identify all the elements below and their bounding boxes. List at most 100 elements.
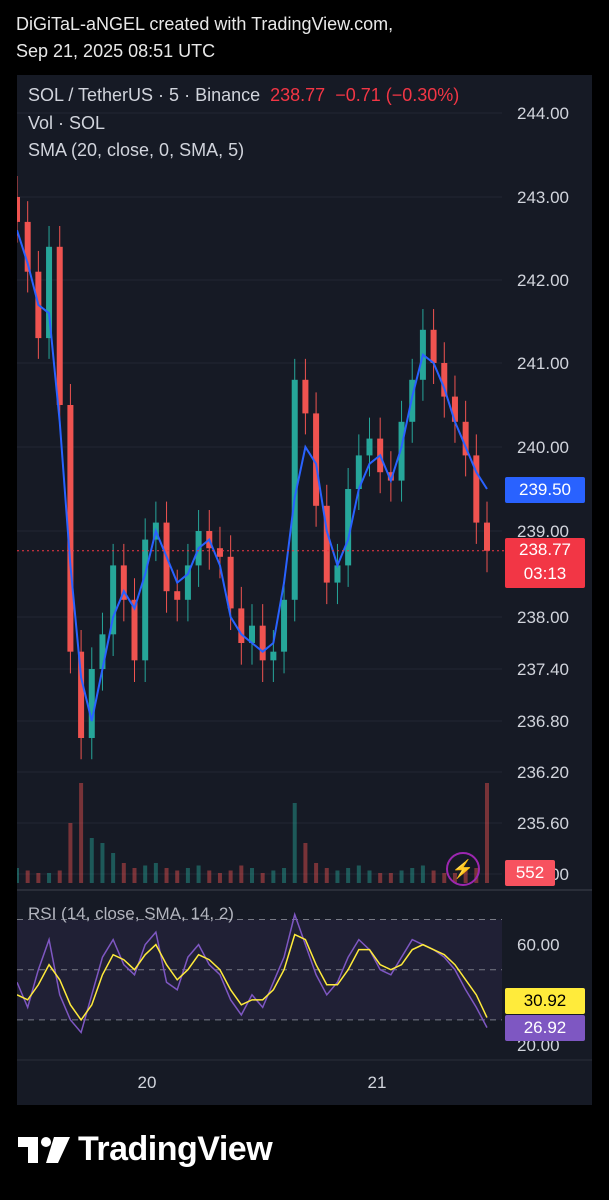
volume-bar: [410, 868, 415, 883]
candle-body: [387, 472, 394, 481]
volume-bar: [68, 823, 73, 883]
rsi-sma-tag: 30.92: [505, 988, 585, 1014]
volume-bar: [100, 843, 105, 883]
candle-body: [78, 651, 85, 738]
candle-body: [184, 565, 191, 600]
candle-body: [259, 625, 266, 661]
symbol-name[interactable]: SOL / TetherUS · 5 · Binance: [28, 85, 261, 105]
volume-bar: [196, 865, 201, 883]
price-tick-label: 238.00: [517, 608, 569, 627]
chart-panel[interactable]: 244.00 243.00 242.00 241.00 240.00 239.00 238.…: [17, 75, 592, 1105]
caption-timestamp: Sep 21, 2025 08:51 UTC: [16, 41, 216, 61]
candle-body: [484, 522, 490, 551]
rsi-tick-label: 60.00: [517, 936, 560, 955]
sma-legend[interactable]: SMA (20, close, 0, SMA, 5): [28, 140, 245, 160]
volume-bar: [57, 870, 62, 883]
candle-body: [110, 565, 117, 635]
volume-bar: [346, 868, 351, 883]
price-tick-label: 243.00: [517, 188, 569, 207]
volume-bar: [271, 870, 276, 883]
price-tick-label: 241.00: [517, 354, 569, 373]
volume-bar: [143, 865, 148, 883]
tradingview-logo-icon: [18, 1136, 70, 1163]
volume-bar: [185, 868, 190, 883]
volume-bar: [132, 868, 137, 883]
caption-author: DiGiTaL-aNGEL created with TradingView.c…: [16, 14, 394, 34]
candle-body: [366, 438, 373, 456]
price-tick-label: 240.00: [517, 438, 569, 457]
candle-body: [67, 405, 74, 652]
candle-body: [24, 221, 31, 272]
volume-bar: [303, 843, 308, 883]
candle-body: [398, 421, 405, 481]
volume-bar: [260, 873, 265, 883]
chart-canvas[interactable]: 244.00243.00242.00241.00240.00239.00238.…: [17, 75, 592, 1105]
price-tick-label: 244.00: [517, 104, 569, 123]
volume-legend[interactable]: Vol · SOL: [28, 113, 106, 133]
candle-body: [142, 539, 149, 661]
candle-body: [281, 599, 288, 652]
candle-body: [46, 246, 53, 339]
candle-body: [313, 413, 320, 506]
candle-body: [56, 246, 63, 405]
brand-name: TradingView: [78, 1130, 273, 1168]
volume-bar: [356, 865, 361, 883]
volume-bar: [378, 873, 383, 883]
volume-bar: [442, 873, 447, 883]
volume-bar: [420, 865, 425, 883]
volume-bar: [324, 868, 329, 883]
price-tick-label: 236.80: [517, 712, 569, 731]
x-tick-label: 20: [138, 1073, 157, 1092]
candle-body: [120, 565, 127, 600]
candle-body: [451, 396, 458, 422]
candle-body: [216, 548, 223, 557]
volume-bar: [367, 870, 372, 883]
price-tick-label: 237.40: [517, 660, 569, 679]
volume-bar: [314, 863, 319, 883]
sma-line: [17, 229, 488, 722]
volume-bar: [431, 870, 436, 883]
candle-body: [238, 608, 245, 643]
volume-bar: [25, 870, 30, 883]
candle-body: [270, 651, 277, 661]
volume-bar: [228, 870, 233, 883]
volume-bar: [250, 868, 254, 883]
candle-body: [334, 565, 341, 583]
bar-countdown: 03:13: [523, 564, 567, 583]
candle-body: [131, 599, 138, 661]
candle-body: [99, 634, 106, 669]
candle-body: [355, 455, 362, 489]
tradingview-logo: TradingView: [18, 1130, 273, 1169]
candle-body: [291, 379, 298, 600]
symbol-legend[interactable]: SOL / TetherUS · 5 · Binance 238.77 −0.7…: [28, 85, 459, 106]
volume-bar: [292, 803, 297, 883]
volume-bar: [153, 863, 158, 883]
candle-body: [17, 197, 20, 222]
candle-body: [227, 556, 234, 609]
volume-bar: [282, 868, 287, 883]
candle-body: [323, 505, 330, 583]
candle-body: [88, 669, 95, 738]
x-tick-label: 21: [368, 1073, 387, 1092]
rsi-legend[interactable]: RSI (14, close, SMA, 14, 2): [28, 904, 234, 923]
candle-body: [174, 591, 181, 600]
rsi-sma-line: [17, 933, 488, 1022]
volume-bar: [239, 865, 244, 883]
volume-bar: [89, 838, 94, 883]
sma-price-tag: 239.50: [505, 477, 585, 503]
volume-bar: [388, 873, 393, 883]
volume-bar: [36, 873, 41, 883]
candle-body: [302, 379, 309, 414]
volume-tag: 552: [505, 860, 555, 886]
lightning-bolt-icon[interactable]: ⚡: [446, 852, 480, 886]
volume-bar: [17, 868, 19, 883]
volume-bar: [485, 783, 489, 883]
volume-bar: [121, 863, 126, 883]
volume-bar: [207, 870, 212, 883]
volume-bar: [175, 870, 180, 883]
last-price: 238.77: [270, 85, 326, 105]
price-tick-label: 236.20: [517, 763, 569, 782]
volume-bar: [111, 853, 116, 883]
last-price-tag: 238.77 03:13: [505, 538, 585, 588]
volume-bar: [399, 870, 404, 883]
